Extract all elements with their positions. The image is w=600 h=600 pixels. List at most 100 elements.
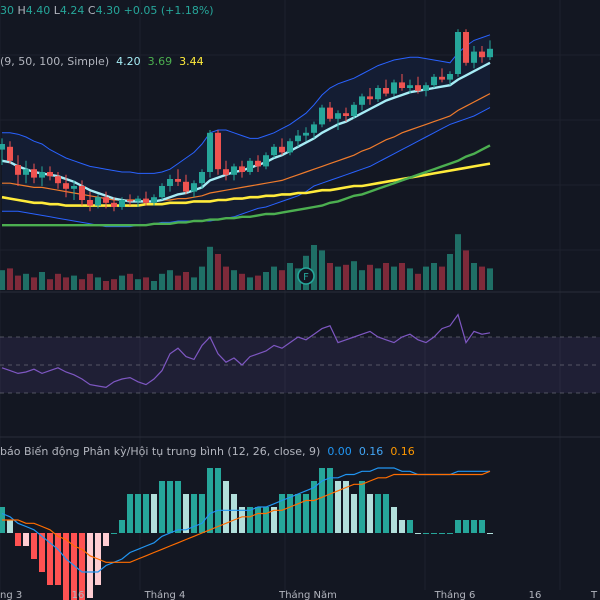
- x-tick-label: 16: [529, 590, 542, 600]
- macd-histogram-bar: [247, 507, 253, 533]
- candle-body: [423, 85, 429, 91]
- candle-body: [359, 96, 365, 105]
- macd-histogram-bar: [295, 494, 301, 533]
- close-label: C: [87, 4, 96, 17]
- open-value: 30: [0, 4, 14, 17]
- macd-histogram-bar: [159, 481, 165, 533]
- volume-bar: [383, 263, 389, 290]
- macd-histogram-bar: [199, 494, 205, 533]
- candle-body: [191, 183, 197, 192]
- macd-histogram-bar: [423, 533, 429, 534]
- volume-bar: [183, 272, 189, 290]
- macd-pane[interactable]: [0, 467, 493, 600]
- ohlc-legend: 30 H4.40 L4.24 C4.30 +0.05 (+1.18%): [0, 4, 214, 17]
- volume-bar: [159, 273, 165, 290]
- volume-bar: [191, 277, 197, 290]
- candle-body: [295, 135, 301, 142]
- macd-histogram-bar: [103, 533, 109, 546]
- macd-histogram-bar: [359, 481, 365, 533]
- volume-bar: [127, 273, 133, 290]
- macd-histogram-bar: [447, 533, 453, 534]
- candle-body: [63, 183, 69, 189]
- candle-body: [111, 202, 117, 207]
- ma-legend[interactable]: (9, 50, 100, Simple) 4.20 3.69 3.44: [0, 55, 204, 68]
- macd-histogram-bar: [287, 494, 293, 533]
- candle-body: [47, 172, 53, 177]
- candle-body: [351, 104, 357, 116]
- macd-histogram-bar: [351, 494, 357, 533]
- macd-histogram-bar: [399, 520, 405, 533]
- candle-body: [311, 124, 317, 133]
- candle-body: [255, 160, 261, 167]
- macd-histogram-bar: [87, 533, 93, 598]
- macd-histogram-bar: [271, 507, 277, 533]
- candle-body: [95, 197, 101, 206]
- volume-bar: [199, 266, 205, 290]
- macd-histogram-bar: [407, 520, 413, 533]
- candle-body: [303, 132, 309, 136]
- macd-histogram-bar: [55, 533, 61, 585]
- volume-bar: [471, 263, 477, 290]
- volume-bar: [463, 250, 469, 290]
- candlesticks[interactable]: [0, 29, 493, 212]
- macd-histogram-bar: [311, 481, 317, 533]
- candle-body: [375, 88, 381, 100]
- candle-body: [327, 107, 333, 119]
- ma-mid-line: [2, 144, 491, 227]
- macd-histogram-bar: [327, 468, 333, 533]
- volume-bar: [279, 270, 285, 290]
- volume-bar: [287, 263, 293, 290]
- change-value: +0.05 (+1.18%): [123, 4, 214, 17]
- volume-bar: [407, 268, 413, 290]
- candle-body: [415, 85, 421, 91]
- candle-body: [159, 186, 165, 198]
- candle-body: [471, 51, 477, 63]
- macd-histogram-bar: [415, 533, 421, 534]
- macd-histogram-bar: [255, 507, 261, 533]
- candle-body: [7, 146, 13, 161]
- macd-histogram-bar: [207, 468, 213, 533]
- volume-bar: [103, 281, 109, 290]
- volume-bar: [367, 264, 373, 290]
- macd-histogram-bar: [111, 533, 117, 534]
- macd-histogram-bar: [167, 481, 173, 533]
- earnings-marker[interactable]: F: [297, 267, 315, 285]
- volume-bar: [431, 263, 437, 290]
- candle-body: [15, 165, 21, 175]
- rsi-pane[interactable]: [0, 313, 600, 394]
- macd-histogram-bar: [319, 468, 325, 533]
- bollinger-bands: [2, 34, 491, 228]
- volume-bar: [311, 245, 317, 290]
- high-value: 4.40: [25, 4, 51, 17]
- macd-histogram-bar: [79, 533, 85, 600]
- macd-histogram-bar: [471, 520, 477, 533]
- macd-histogram-bar: [119, 520, 125, 533]
- macd-hist-value: 0.00: [327, 445, 352, 458]
- candle-body: [183, 181, 189, 192]
- earnings-marker-circle[interactable]: [297, 267, 315, 285]
- macd-histogram-bar: [47, 533, 53, 585]
- macd-histogram-bar: [375, 494, 381, 533]
- volume-bar: [223, 266, 229, 290]
- ma-fast-value: 4.20: [116, 55, 141, 68]
- candle-body: [271, 146, 277, 156]
- macd-histogram-bar: [71, 533, 77, 600]
- volume-bar: [255, 275, 261, 290]
- volume-bar: [207, 246, 213, 290]
- macd-histogram-bar: [383, 494, 389, 533]
- x-tick-label: ng 3: [0, 590, 22, 600]
- candle-body: [0, 144, 5, 150]
- candle-body: [55, 176, 61, 184]
- macd-histogram-bar: [127, 494, 133, 533]
- macd-histogram-bar: [39, 533, 45, 572]
- macd-histogram-bar: [391, 507, 397, 533]
- macd-legend[interactable]: báo Biến động Phân kỳ/Hội tụ trung bình …: [0, 445, 415, 458]
- close-value: 4.30: [95, 4, 121, 17]
- macd-histogram-bar: [63, 533, 69, 600]
- candle-body: [399, 82, 405, 88]
- candle-body: [279, 146, 285, 153]
- x-tick-label: Tháng Năm: [278, 589, 337, 600]
- volume-bar: [111, 279, 117, 290]
- candle-body: [447, 74, 453, 80]
